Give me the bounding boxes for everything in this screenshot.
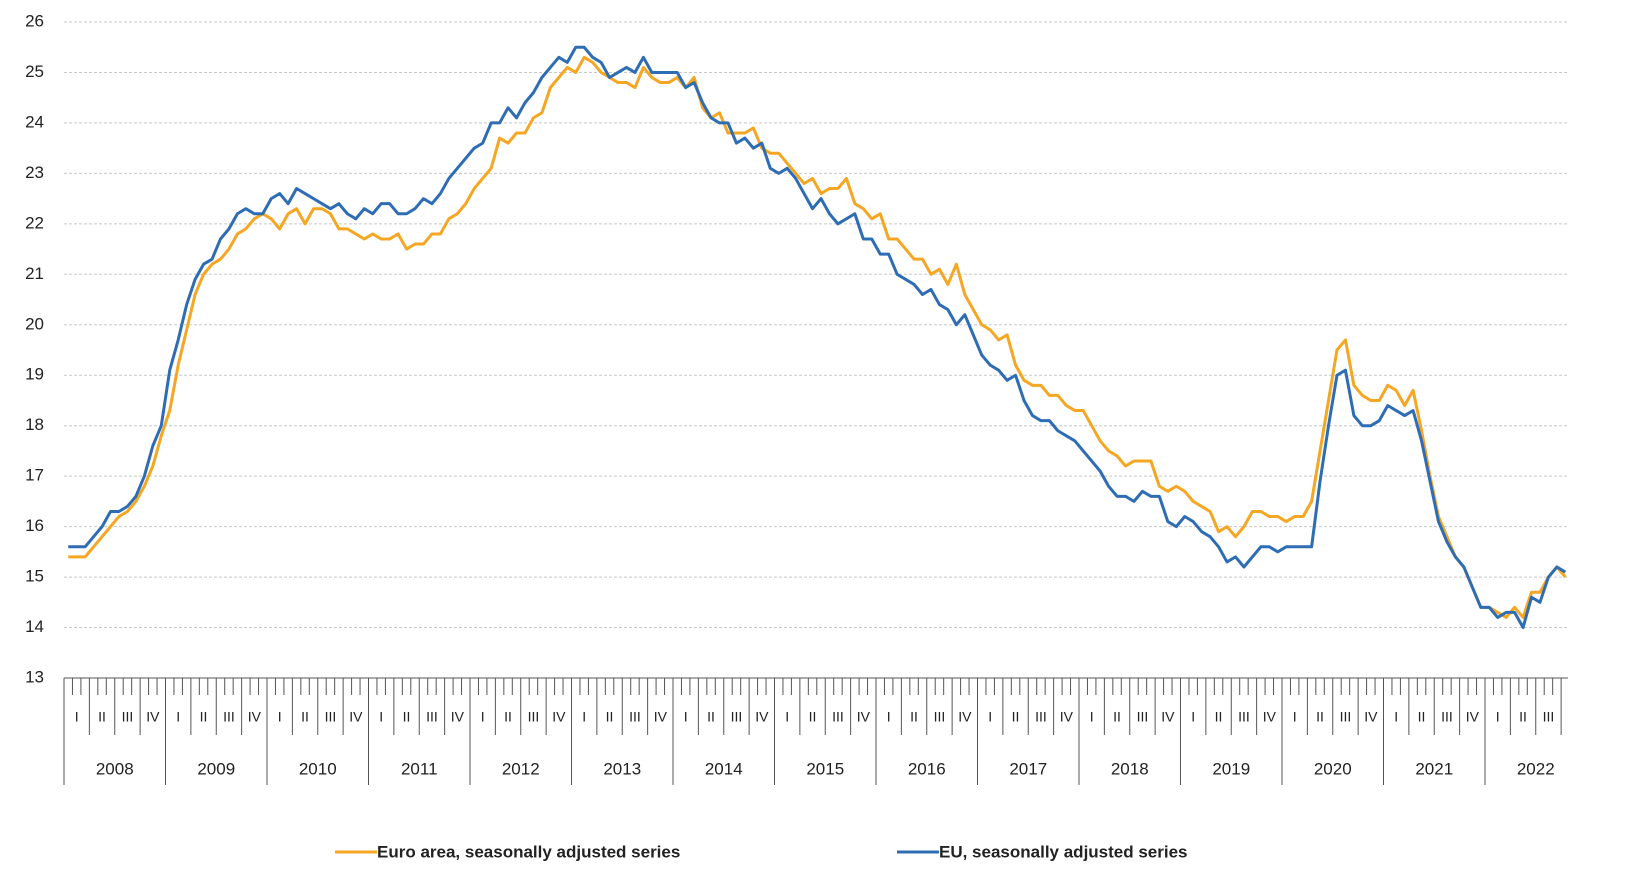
quarter-label: IV <box>1263 709 1277 725</box>
quarter-label: III <box>1035 709 1047 725</box>
quarter-label: III <box>426 709 438 725</box>
quarter-label: I <box>582 709 586 725</box>
quarter-label: IV <box>349 709 363 725</box>
quarter-label: II <box>707 709 715 725</box>
quarter-label: III <box>528 709 540 725</box>
y-tick-label: 14 <box>25 617 44 636</box>
quarter-label: II <box>403 709 411 725</box>
year-label: 2018 <box>1111 759 1149 778</box>
quarter-label: III <box>325 709 337 725</box>
quarter-label: II <box>98 709 106 725</box>
y-tick-label: 25 <box>25 62 44 81</box>
quarter-label: II <box>301 709 309 725</box>
quarter-label: I <box>684 709 688 725</box>
y-tick-label: 16 <box>25 516 44 535</box>
quarter-label: III <box>1441 709 1453 725</box>
legend-label: Euro area, seasonally adjusted series <box>377 842 680 861</box>
quarter-label: I <box>176 709 180 725</box>
quarter-label: IV <box>857 709 871 725</box>
year-label: 2019 <box>1212 759 1250 778</box>
year-label: 2021 <box>1415 759 1453 778</box>
y-tick-label: 13 <box>25 667 44 686</box>
year-label: 2013 <box>603 759 641 778</box>
quarter-label: I <box>75 709 79 725</box>
legend-label: EU, seasonally adjusted series <box>939 842 1188 861</box>
quarter-label: I <box>1191 709 1195 725</box>
quarter-label: III <box>223 709 235 725</box>
y-tick-label: 23 <box>25 163 44 182</box>
quarter-label: I <box>278 709 282 725</box>
quarter-label: I <box>1090 709 1094 725</box>
y-tick-label: 15 <box>25 567 44 586</box>
quarter-label: III <box>629 709 641 725</box>
series-line <box>68 45 1567 630</box>
quarter-label: IV <box>1060 709 1074 725</box>
quarter-label: I <box>988 709 992 725</box>
quarter-label: IV <box>451 709 465 725</box>
quarter-label: IV <box>146 709 160 725</box>
year-label: 2012 <box>502 759 540 778</box>
quarter-label: II <box>504 709 512 725</box>
quarter-label: I <box>1496 709 1500 725</box>
series-line <box>68 55 1567 619</box>
quarter-label: IV <box>248 709 262 725</box>
quarter-label: III <box>1137 709 1149 725</box>
y-tick-label: 26 <box>25 11 44 30</box>
year-label: 2016 <box>908 759 946 778</box>
quarter-label: II <box>1519 709 1527 725</box>
quarter-label: II <box>910 709 918 725</box>
year-label: 2008 <box>96 759 134 778</box>
quarter-label: IV <box>1161 709 1175 725</box>
quarter-label: III <box>1238 709 1250 725</box>
quarter-label: IV <box>552 709 566 725</box>
quarter-label: IV <box>1364 709 1378 725</box>
quarter-label: I <box>481 709 485 725</box>
quarter-label: I <box>379 709 383 725</box>
quarter-label: III <box>122 709 134 725</box>
quarter-label: II <box>1418 709 1426 725</box>
year-label: 2017 <box>1009 759 1047 778</box>
year-label: 2010 <box>299 759 337 778</box>
quarter-label: II <box>200 709 208 725</box>
quarter-label: I <box>887 709 891 725</box>
year-label: 2011 <box>401 759 438 778</box>
year-label: 2020 <box>1314 759 1352 778</box>
quarter-label: II <box>809 709 817 725</box>
quarter-label: III <box>1543 709 1555 725</box>
quarter-label: II <box>1012 709 1020 725</box>
y-tick-label: 18 <box>25 415 44 434</box>
quarter-label: IV <box>1466 709 1480 725</box>
quarter-label: III <box>731 709 743 725</box>
y-tick-label: 17 <box>25 466 44 485</box>
quarter-label: IV <box>958 709 972 725</box>
quarter-label: IV <box>654 709 668 725</box>
quarter-label: IV <box>755 709 769 725</box>
quarter-label: II <box>1215 709 1223 725</box>
year-label: 2014 <box>705 759 743 778</box>
y-tick-label: 19 <box>25 365 44 384</box>
quarter-label: IV <box>1567 709 1581 725</box>
y-tick-label: 22 <box>25 213 44 232</box>
quarter-label: I <box>1394 709 1398 725</box>
quarter-label: III <box>832 709 844 725</box>
quarter-label: II <box>606 709 614 725</box>
quarter-label: III <box>934 709 946 725</box>
y-tick-label: 20 <box>25 314 44 333</box>
quarter-label: III <box>1340 709 1352 725</box>
year-label: 2015 <box>806 759 844 778</box>
year-label: 2009 <box>197 759 235 778</box>
y-tick-label: 24 <box>25 112 44 131</box>
year-label: 2022 <box>1517 759 1555 778</box>
quarter-label: I <box>1293 709 1297 725</box>
quarter-label: II <box>1316 709 1324 725</box>
quarter-label: II <box>1113 709 1121 725</box>
quarter-label: I <box>785 709 789 725</box>
y-tick-label: 21 <box>25 264 44 283</box>
